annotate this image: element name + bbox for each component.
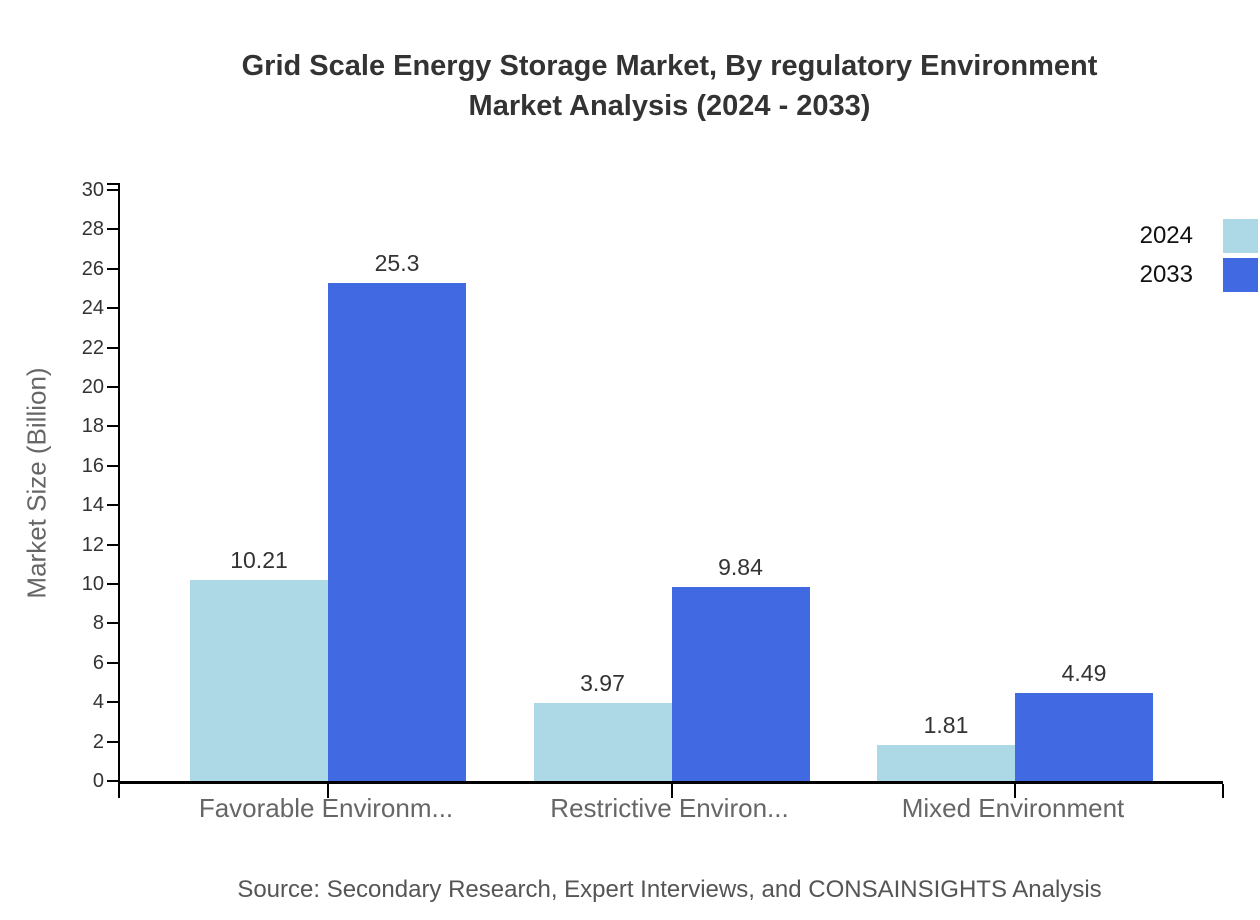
y-tick — [107, 543, 118, 546]
bar-value-label: 4.49 — [1061, 659, 1107, 686]
plot-area: 0 2 4 6 8 10 12 14 16 18 20 22 24 26 28 30 10.21 25.3 3.9… — [82, 180, 1224, 798]
x-category-label: Favorable Environm... — [198, 793, 454, 823]
y-tick — [107, 464, 118, 467]
y-tick — [107, 661, 118, 664]
y-tick-label: 30 — [81, 179, 104, 201]
bar-slot: 1.81 — [877, 183, 1015, 781]
bar-value-label: 3.97 — [580, 669, 625, 696]
x-tick — [327, 781, 329, 798]
y-tick — [107, 504, 118, 507]
y-tick — [107, 583, 118, 585]
bar-value-label: 9.84 — [718, 554, 763, 581]
bar-value-label: 25.3 — [374, 249, 420, 276]
y-tick-label: 24 — [81, 297, 104, 320]
y-tick-label: 14 — [81, 494, 104, 517]
bar-2033 — [328, 282, 466, 781]
y-tick — [107, 267, 118, 270]
legend-label: 2024 — [1139, 222, 1193, 249]
bar-group: 3.97 9.84 — [533, 183, 810, 798]
y-tick-label: 18 — [81, 415, 104, 438]
source-note: Source: Secondary Research, Expert Inter… — [237, 876, 1102, 903]
y-tick-label: 22 — [81, 336, 104, 359]
y-axis-title: Market Size (Billion) — [21, 367, 52, 599]
y-tick-label: 10 — [81, 573, 104, 595]
bar-2024 — [533, 702, 672, 781]
y-tick-label: 8 — [92, 612, 104, 635]
y-tick-label: 20 — [81, 376, 104, 398]
x-category-label: Restrictive Environ... — [550, 793, 789, 823]
bar-value-label: 1.81 — [923, 712, 969, 739]
legend-item: 2033 — [1140, 258, 1258, 292]
y-tick — [107, 740, 118, 743]
y-tick-label: 16 — [81, 454, 104, 477]
bar-slot: 4.49 — [1015, 183, 1153, 781]
bar-2024 — [190, 579, 328, 781]
y-tick-label: 26 — [81, 257, 104, 280]
y-tick-label: 4 — [92, 691, 104, 714]
legend-label: 2033 — [1139, 261, 1193, 288]
y-tick-label: 28 — [81, 218, 104, 241]
chart-title-line1: Grid Scale Energy Storage Market, By reg… — [241, 50, 1098, 82]
chart-legend: 2024 2033 — [1140, 219, 1258, 292]
bar-2033 — [671, 587, 810, 781]
legend-swatch — [1223, 219, 1258, 253]
x-axis-labels: Favorable Environm... Restrictive Environ… — [118, 793, 1221, 824]
y-tick — [107, 425, 118, 428]
y-tick — [107, 307, 118, 310]
x-axis-right-end-tick — [1222, 784, 1224, 798]
y-tick — [107, 701, 118, 704]
y-tick-label: 6 — [92, 651, 104, 674]
bar-group: 1.81 4.49 — [877, 183, 1153, 798]
x-category-label: Mixed Environment — [901, 793, 1125, 823]
y-tick — [107, 228, 118, 231]
y-tick — [107, 189, 118, 191]
legend-item: 2024 — [1140, 219, 1258, 253]
y-tick-label: 2 — [92, 730, 104, 753]
bar-slot: 25.3 — [328, 183, 466, 781]
bar-slot: 10.21 — [190, 183, 328, 781]
bar-value-label: 10.21 — [230, 546, 288, 573]
chart-title: Grid Scale Energy Storage Market, By reg… — [118, 46, 1221, 126]
y-tick — [107, 622, 118, 625]
y-axis-top-cap-tick — [107, 183, 118, 185]
bar-slot: 9.84 — [671, 183, 810, 781]
y-tick — [107, 386, 118, 388]
y-tick — [107, 780, 118, 782]
x-axis-left-end-tick — [118, 784, 120, 798]
legend-swatch — [1223, 258, 1258, 292]
bar-groups: 10.21 25.3 3.97 9.84 1.81 4.49 — [120, 183, 1223, 798]
bar-2033 — [1015, 692, 1153, 781]
bar-slot: 3.97 — [533, 183, 672, 781]
x-tick — [1014, 781, 1016, 798]
bar-group: 10.21 25.3 — [190, 183, 466, 798]
bar-2024 — [877, 745, 1015, 781]
chart-title-line2: Market Analysis (2024 - 2033) — [468, 90, 871, 122]
x-tick — [670, 781, 673, 798]
y-tick-label: 12 — [81, 533, 104, 556]
y-tick-label: 0 — [92, 770, 104, 792]
y-tick — [107, 346, 118, 349]
